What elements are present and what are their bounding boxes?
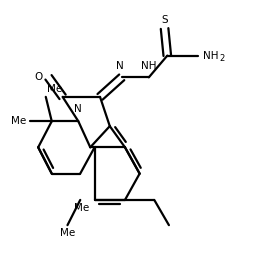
Text: Me: Me xyxy=(60,229,75,238)
Text: 2: 2 xyxy=(219,54,225,63)
Text: O: O xyxy=(35,72,43,82)
Text: Me: Me xyxy=(47,84,62,94)
Text: N: N xyxy=(75,104,82,115)
Text: S: S xyxy=(161,15,168,25)
Text: Me: Me xyxy=(74,203,89,213)
Text: N: N xyxy=(116,61,123,70)
Text: NH: NH xyxy=(203,51,218,61)
Text: NH: NH xyxy=(141,61,156,70)
Text: Me: Me xyxy=(11,116,26,126)
